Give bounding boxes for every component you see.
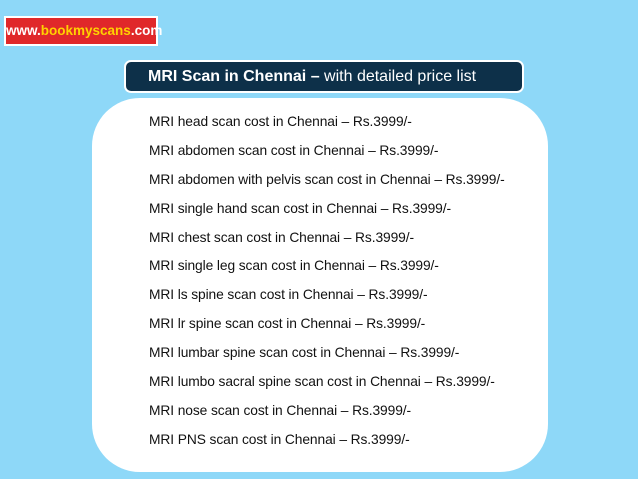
site-url-prefix: www. <box>6 23 41 38</box>
price-list: MRI head scan cost in Chennai – Rs.3999/… <box>149 108 505 455</box>
site-url-brand: bookmyscans <box>40 23 131 38</box>
site-url-suffix: .com <box>130 23 163 38</box>
price-item-nose: MRI nose scan cost in Chennai – Rs.3999/… <box>149 402 412 418</box>
price-item-single-leg: MRI single leg scan cost in Chennai – Rs… <box>149 258 439 274</box>
price-item-ls-spine: MRI ls spine scan cost in Chennai – Rs.3… <box>149 287 428 303</box>
page-title-bar: MRI Scan in Chennai – with detailed pric… <box>124 60 524 93</box>
page-title-bold: MRI Scan in Chennai – <box>148 68 320 85</box>
price-item-lr-spine: MRI lr spine scan cost in Chennai – Rs.3… <box>149 316 426 332</box>
price-item-head: MRI head scan cost in Chennai – Rs.3999/… <box>149 114 412 129</box>
page-title-rest: with detailed price list <box>319 68 477 85</box>
price-item-chest: MRI chest scan cost in Chennai – Rs.3999… <box>149 229 414 245</box>
price-item-lumbar-spine: MRI lumbar spine scan cost in Chennai – … <box>149 345 460 361</box>
site-url-badge[interactable]: www.bookmyscans.com <box>4 16 162 46</box>
price-item-abdomen-pelvis: MRI abdomen with pelvis scan cost in Che… <box>149 171 505 187</box>
price-item-pns: MRI PNS scan cost in Chennai – Rs.3999/- <box>149 431 410 447</box>
price-item-abdomen: MRI abdomen scan cost in Chennai – Rs.39… <box>149 142 439 158</box>
price-item-single-hand: MRI single hand scan cost in Chennai – R… <box>149 200 451 216</box>
price-item-lumbo-sacral-spine: MRI lumbo sacral spine scan cost in Chen… <box>149 374 495 390</box>
price-list-card <box>92 98 548 472</box>
